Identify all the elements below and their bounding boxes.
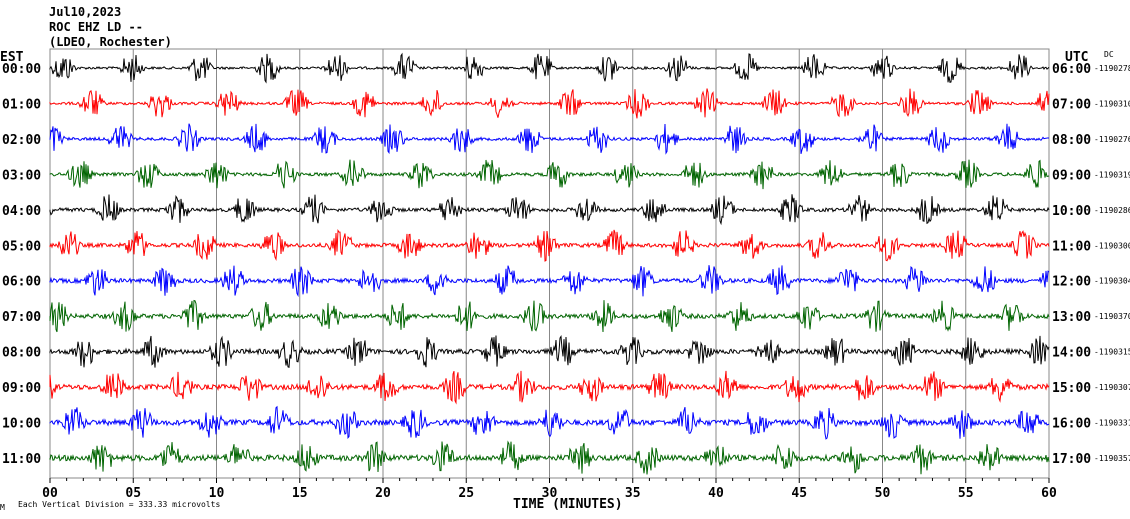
- dc-offset-label: -1190319: [1094, 170, 1130, 179]
- dc-label: DC: [1104, 50, 1114, 59]
- grid-lines: [132, 49, 967, 478]
- utc-row-label: 10:00: [1052, 204, 1091, 219]
- x-tick-label: 15: [292, 486, 308, 501]
- dc-offset-label: -1190300: [1094, 241, 1130, 250]
- utc-row-label: 16:00: [1052, 417, 1091, 432]
- dc-offset-label: -1190331: [1094, 419, 1130, 428]
- est-row-label: 10:00: [2, 417, 41, 432]
- seismic-trace: [49, 440, 1050, 475]
- utc-row-label: 12:00: [1052, 275, 1091, 290]
- utc-row-label: 07:00: [1052, 97, 1091, 112]
- dc-offset-label: -1190307: [1094, 383, 1130, 392]
- utc-row-label: 09:00: [1052, 168, 1091, 183]
- network-label: (LDEO, Rochester): [49, 35, 172, 49]
- traces: [49, 52, 1050, 475]
- x-tick-label: 60: [1041, 486, 1057, 501]
- est-row-label: 09:00: [2, 381, 41, 396]
- utc-zone-label: UTC: [1065, 50, 1088, 65]
- dc-offset-label: -1190357: [1094, 454, 1130, 463]
- est-row-label: 07:00: [2, 310, 41, 325]
- seismic-trace: [49, 335, 1050, 369]
- est-row-label: 00:00: [2, 62, 41, 77]
- seismic-trace: [49, 194, 1050, 226]
- utc-row-label: 15:00: [1052, 381, 1091, 396]
- x-tick-label: 50: [875, 486, 891, 501]
- seismic-trace: [49, 228, 1050, 262]
- utc-row-label: 13:00: [1052, 310, 1091, 325]
- x-tick-label: 45: [791, 486, 807, 501]
- x-tick-label: 25: [458, 486, 474, 501]
- x-axis: 00 05 10 15 20 25 30 35 40 45 50 55 60: [42, 478, 1057, 501]
- est-row-label: 01:00: [2, 97, 41, 112]
- seismic-trace: [49, 370, 1050, 405]
- est-row-label: 02:00: [2, 133, 41, 148]
- x-tick-label: 55: [958, 486, 974, 501]
- dc-offset-label: -1190310: [1094, 99, 1130, 108]
- est-row-label: 06:00: [2, 275, 41, 290]
- dc-offset-label: -1190286: [1094, 206, 1130, 215]
- x-tick-label: 00: [42, 486, 58, 501]
- est-zone-label: EST: [0, 50, 24, 65]
- dc-offset-label: -1190315: [1094, 348, 1130, 357]
- seismic-trace: [49, 88, 1050, 119]
- dc-offset-label: -1190304: [1094, 277, 1130, 286]
- est-row-label: 08:00: [2, 346, 41, 361]
- scale-text: Each Vertical Division = 333.33 microvol…: [18, 500, 220, 509]
- est-row-label: 05:00: [2, 239, 41, 254]
- est-row-label: 03:00: [2, 168, 41, 183]
- x-tick-label: 05: [125, 486, 141, 501]
- est-row-label: 11:00: [2, 452, 41, 467]
- utc-row-label: 06:00: [1052, 62, 1091, 77]
- dc-offset-label: -1190278: [1094, 64, 1130, 73]
- dc-offset-label: -1190370: [1094, 312, 1130, 321]
- seismic-trace: [49, 405, 1050, 440]
- utc-row-label: 11:00: [1052, 239, 1091, 254]
- corner-mark: M: [0, 503, 5, 512]
- x-tick-label: 40: [708, 486, 724, 501]
- dc-offset-label: -1190276: [1094, 135, 1130, 144]
- utc-row-label: 17:00: [1052, 452, 1091, 467]
- est-row-label: 04:00: [2, 204, 41, 219]
- utc-row-label: 14:00: [1052, 346, 1091, 361]
- x-tick-label: 10: [209, 486, 225, 501]
- seismic-trace: [49, 159, 1050, 190]
- seismic-trace: [49, 123, 1049, 155]
- x-axis-title: TIME (MINUTES): [513, 497, 623, 512]
- seismic-trace: [49, 52, 1050, 84]
- seismic-trace: [49, 265, 1050, 298]
- date-label: Jul10,2023: [49, 5, 121, 19]
- seismic-trace: [49, 299, 1050, 333]
- x-tick-label: 30: [542, 486, 558, 501]
- utc-row-label: 08:00: [1052, 133, 1091, 148]
- x-tick-label: 20: [375, 486, 391, 501]
- x-tick-label: 35: [625, 486, 641, 501]
- station-label: ROC EHZ LD --: [49, 20, 143, 34]
